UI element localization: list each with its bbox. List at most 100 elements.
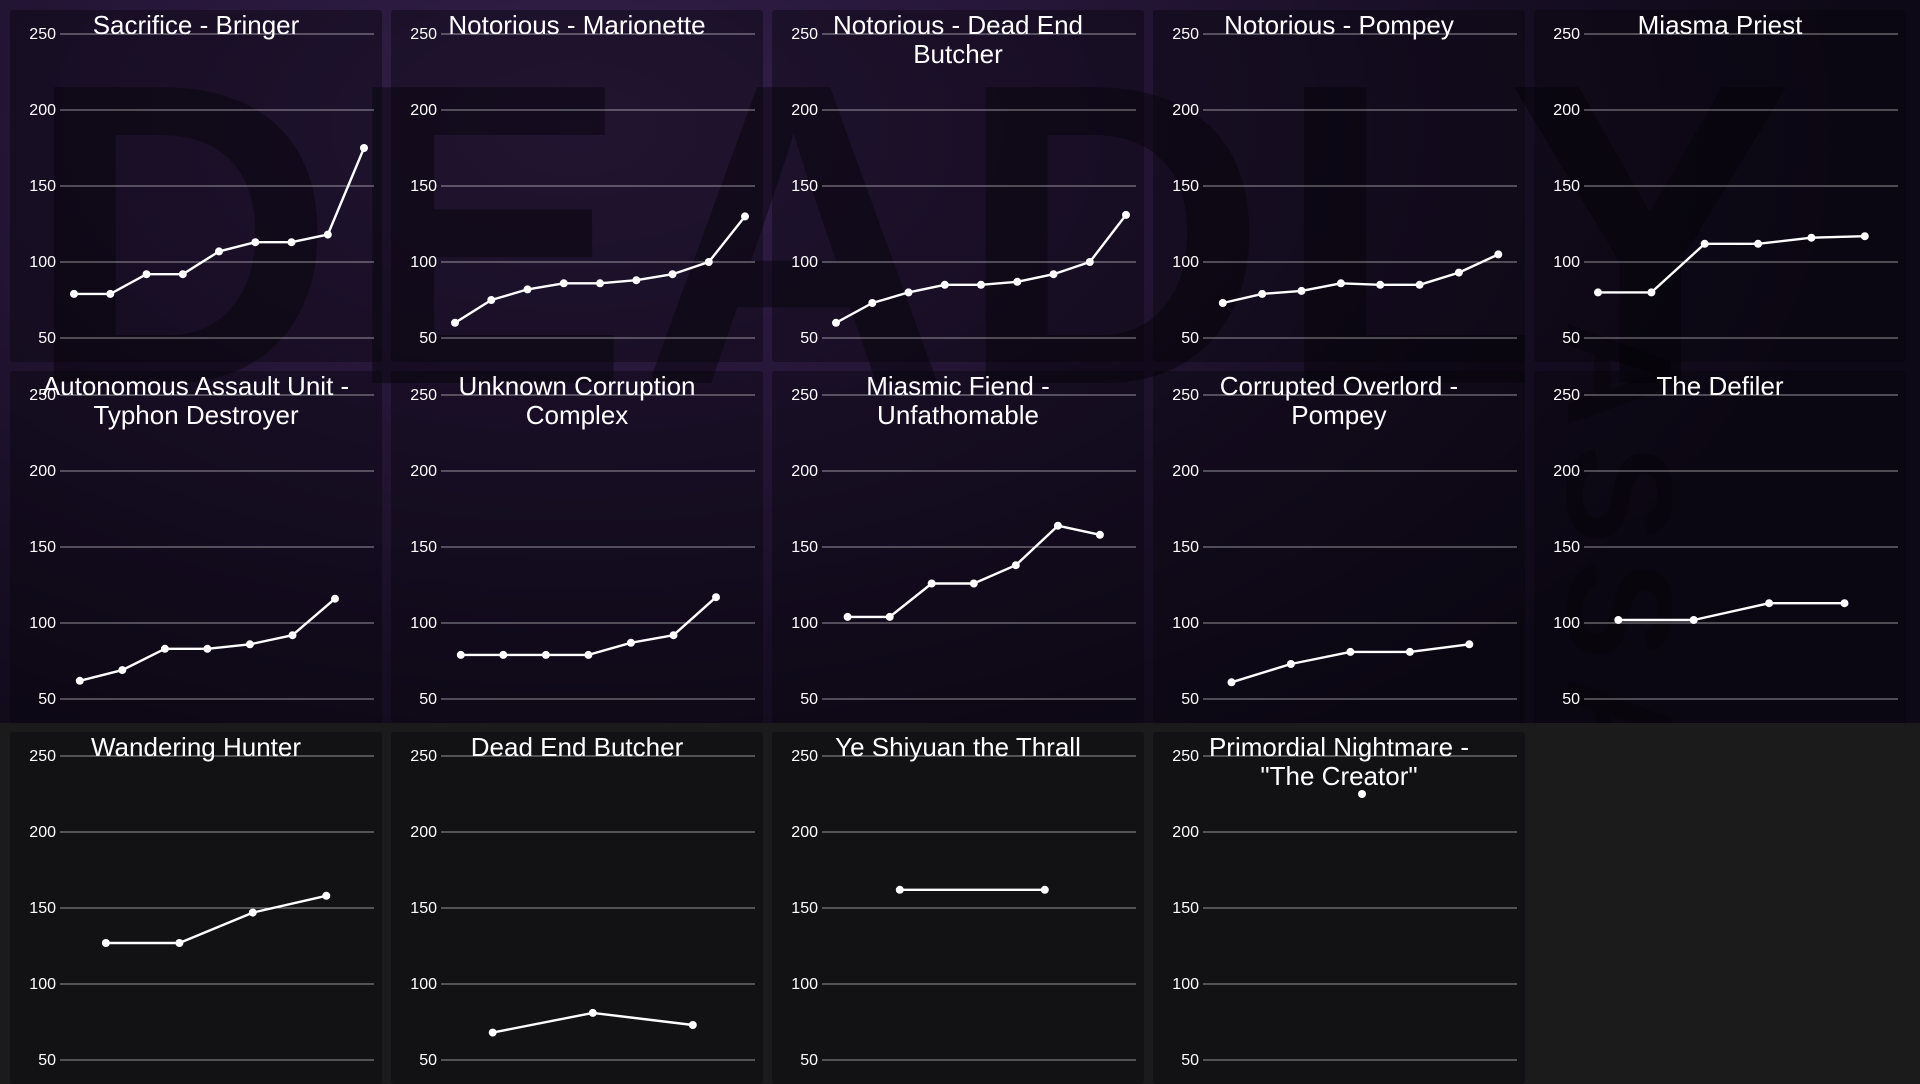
y-tick-label: 150 [1172, 539, 1199, 556]
data-point [1860, 232, 1869, 241]
y-tick-label: 250 [1172, 26, 1199, 43]
data-point [1013, 277, 1022, 286]
data-point [1689, 616, 1698, 624]
data-point [1040, 885, 1049, 894]
data-point [523, 285, 532, 294]
y-tick-label: 250 [791, 387, 818, 404]
y-tick-label: 50 [38, 691, 56, 708]
data-point [178, 270, 187, 279]
y-tick-label: 50 [1181, 691, 1199, 708]
data-point [331, 594, 339, 603]
y-tick-label: 100 [1172, 254, 1199, 271]
y-tick-label: 50 [38, 330, 56, 347]
data-point [741, 212, 749, 221]
y-tick-label: 250 [1172, 387, 1199, 404]
series-line [453, 215, 747, 324]
line-chart: 250 200 150 100 50 [410, 387, 755, 708]
y-tick-label: 250 [791, 26, 818, 43]
y-tick-label: 250 [1172, 748, 1199, 765]
y-tick-label: 100 [1553, 615, 1580, 632]
y-tick-label: 250 [1553, 387, 1580, 404]
data-point [75, 676, 84, 685]
y-tick-label: 150 [791, 900, 818, 917]
y-tick-label: 250 [29, 748, 56, 765]
chart-title: Miasma Priest [1637, 10, 1803, 40]
line-chart: 250 200 150 100 50 [791, 387, 1136, 708]
data-point [487, 296, 496, 304]
data-point [559, 279, 568, 288]
data-point [1614, 616, 1623, 624]
data-point [142, 270, 151, 279]
y-tick-label: 50 [800, 691, 818, 708]
chart-title: Notorious - Dead End Butcher [832, 10, 1084, 70]
data-point [1454, 268, 1463, 277]
chart-panel-miasmic-fiend-unfathomable: Miasmic Fiend - Unfathomable 250 200 150 10… [772, 371, 1144, 723]
y-tick-label: 250 [29, 26, 56, 43]
data-point [287, 238, 296, 247]
data-point [106, 289, 115, 298]
data-point [118, 666, 127, 675]
chart-panel-notorious-pompey: Notorious - Pompey 250 200 150 100 50 [1153, 10, 1525, 362]
y-tick-label: 200 [1172, 824, 1199, 841]
y-tick-label: 150 [1172, 900, 1199, 917]
y-tick-label: 150 [29, 178, 56, 195]
y-tick-label: 200 [29, 102, 56, 119]
data-point [1346, 647, 1355, 656]
y-tick-label: 100 [410, 615, 437, 632]
chart-panel-ye-shiyuan-the-thrall: Ye Shiyuan the Thrall 250 200 150 100 50 [772, 732, 1144, 1084]
data-point [456, 650, 465, 659]
data-point [868, 299, 877, 307]
series-line [1596, 234, 1866, 294]
y-tick-label: 100 [29, 615, 56, 632]
y-tick-label: 250 [791, 748, 818, 765]
data-point [904, 288, 913, 297]
y-tick-label: 150 [791, 178, 818, 195]
chart-title: Autonomous Assault Unit - Typhon Destroy… [42, 371, 350, 431]
data-point [668, 270, 677, 279]
data-point [927, 579, 936, 588]
data-point [895, 885, 904, 894]
data-point [1494, 250, 1503, 259]
chart-title: Dead End Butcher [470, 732, 684, 762]
series-line [78, 597, 337, 682]
data-point [360, 144, 368, 152]
data-point [1122, 210, 1130, 219]
y-tick-label: 150 [410, 178, 437, 195]
series-line [72, 146, 366, 296]
data-point [1336, 279, 1345, 288]
y-tick-label: 100 [1172, 615, 1199, 632]
data-point [488, 1028, 497, 1037]
data-point [1415, 280, 1424, 289]
data-point [323, 230, 332, 239]
data-point [1594, 288, 1602, 297]
data-point [1085, 258, 1094, 266]
data-point [1358, 790, 1366, 798]
data-point [251, 238, 260, 247]
y-tick-label: 200 [1553, 102, 1580, 119]
data-point [1218, 299, 1227, 307]
data-point [1297, 286, 1306, 295]
chart-panel-wandering-hunter: Wandering Hunter 250 200 150 100 50 [10, 732, 382, 1084]
series-line [459, 595, 718, 657]
chart-title: Sacrifice - Bringer [92, 10, 300, 40]
y-tick-label: 100 [791, 254, 818, 271]
data-point [1840, 599, 1849, 608]
chart-panel-notorious-dead-end-butcher: Notorious - Dead End Butcher 250 200 150 10… [772, 10, 1144, 362]
data-point [1053, 521, 1062, 530]
data-point [704, 258, 713, 266]
watermark-deadly: DEADLY [25, 0, 1802, 475]
y-tick-label: 150 [1553, 539, 1580, 556]
data-point [1405, 647, 1414, 656]
data-point [1807, 233, 1816, 242]
chart-panel-typhon-destroyer: Autonomous Assault Unit - Typhon Destroy… [10, 371, 382, 723]
y-tick-label: 200 [1553, 463, 1580, 480]
line-chart: 250 200 150 100 50 [791, 26, 1136, 347]
y-tick-label: 50 [1181, 330, 1199, 347]
chart-title: Unknown Corruption Complex [458, 371, 696, 431]
data-point [288, 631, 297, 640]
data-point [70, 289, 78, 298]
data-point [1376, 280, 1385, 289]
watermark-assault: ASSAULT [1536, 320, 1704, 723]
data-point [977, 280, 985, 289]
line-chart: 250 200 150 100 50 [410, 748, 755, 1069]
